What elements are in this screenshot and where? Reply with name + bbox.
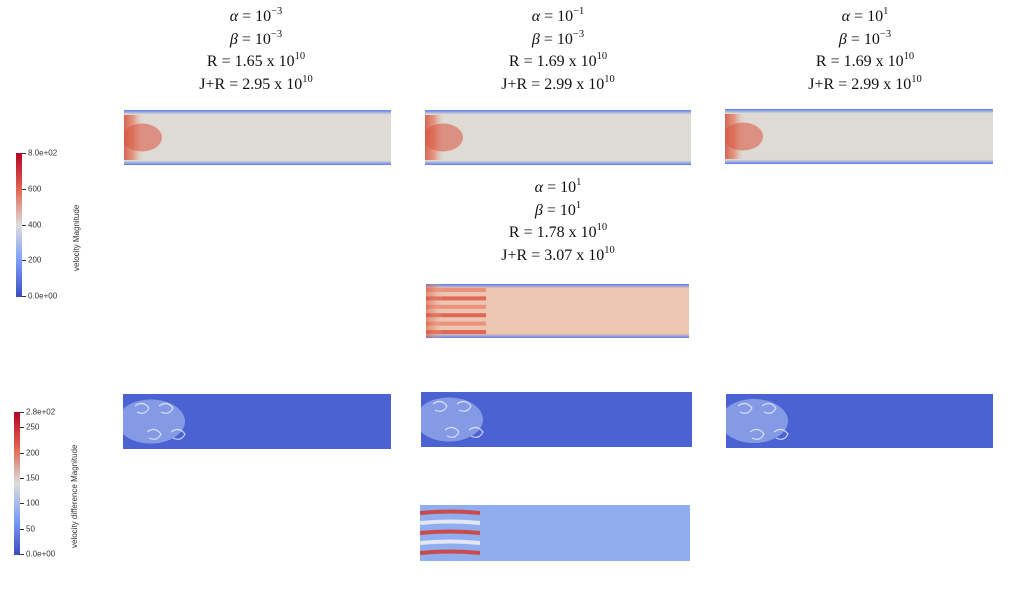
jet-core [425,123,463,152]
eddy [456,400,472,412]
jet-stripe [420,549,481,555]
eddy [146,428,162,440]
alpha-line: α = 10−1 [531,6,585,25]
difference-colorbar-tick-label: 2.8e+02 [26,407,56,417]
jet-core [725,122,763,151]
velocity-colorbar: 8.0e+02 600 400 200 0.0e+00 velocity Magnitu… [16,149,86,301]
jr-line: J+R = 2.99 x 1010 [808,73,922,93]
difference-panel-4 [420,505,690,561]
difference-panel-2 [421,392,692,447]
eddy [432,400,448,412]
difference-colorbar-tick [20,529,24,530]
difference-colorbar-tick-label: 150 [26,473,40,483]
jet-stripe [420,519,481,525]
turbulence-region [421,397,483,442]
jr-line: J+R = 3.07 x 1010 [501,244,615,264]
velocity-panel-2 [425,110,691,165]
difference-colorbar-tick [20,503,24,504]
beta-line: β = 10−3 [531,28,585,48]
difference-colorbar-title: velocity difference Magnitude [70,444,79,548]
difference-panel-3 [726,394,993,448]
velocity-colorbar-tick [22,189,26,190]
beta-line: β = 101 [534,199,582,219]
difference-colorbar-tick [20,453,24,454]
param-label-2: α = 10−1 β = 10−3 R = 1.69 x 1010 J+R = … [458,6,658,96]
velocity-colorbar-tick-label: 400 [28,220,42,230]
inlet-region [426,284,496,338]
difference-colorbar-tick-label: 200 [26,448,40,458]
velocity-colorbar-tick-label: 8.0e+02 [28,148,58,158]
r-line: R = 1.69 x 1010 [815,51,915,70]
eddy [158,402,174,414]
turbulence-region [726,399,788,443]
alpha-line: α = 101 [534,177,582,196]
velocity-colorbar-tick-label: 0.0e+00 [28,291,58,301]
alpha-line: α = 10−3 [229,6,283,25]
velocity-colorbar-tick-label: 200 [28,255,42,265]
beta-line: β = 10−3 [838,28,892,48]
jet-stripe [420,529,481,535]
difference-colorbar-tick [20,478,24,479]
jet-core [124,123,162,152]
difference-colorbar-tick-label: 100 [26,498,40,508]
velocity-colorbar-tick [22,153,26,154]
eddy [761,402,777,414]
beta-line: β = 10−3 [229,28,283,48]
velocity-colorbar-title: velocity Magnitude [72,204,81,271]
velocity-colorbar-tick-label: 600 [28,184,42,194]
eddy [444,426,460,438]
difference-colorbar-tick [20,427,24,428]
eddy [749,428,765,440]
jr-line: J+R = 2.99 x 1010 [501,73,615,93]
turbulence-region [123,399,185,444]
eddy [468,426,484,438]
eddy [170,428,186,440]
velocity-colorbar-tick [22,260,26,261]
velocity-colorbar-tick [22,225,26,226]
difference-colorbar-tick [20,412,24,413]
eddy [134,402,150,414]
param-label-4: α = 101 β = 101 R = 1.78 x 1010 J+R = 3.… [458,177,658,267]
velocity-panel-4 [426,284,689,338]
difference-colorbar-tick-label: 0.0e+00 [26,549,56,559]
jet-stripe [420,509,481,515]
velocity-colorbar-tick [22,296,26,297]
velocity-panel-3 [725,109,993,164]
difference-colorbar: 2.8e+02 250 200 150 100 50 0.0e+00 velocity di… [14,408,84,559]
param-label-3: α = 101 β = 10−3 R = 1.69 x 1010 J+R = 2… [765,6,965,96]
difference-colorbar-tick-label: 50 [26,524,35,534]
r-line: R = 1.65 x 1010 [206,51,306,70]
jr-line: J+R = 2.95 x 1010 [199,73,313,93]
r-line: R = 1.78 x 1010 [508,222,608,241]
param-label-1: α = 10−3 β = 10−3 R = 1.65 x 1010 J+R = … [156,6,356,96]
alpha-line: α = 101 [841,6,889,25]
difference-colorbar-tick-label: 250 [26,422,40,432]
velocity-colorbar-gradient [16,153,22,297]
eddy [737,402,753,414]
velocity-panel-1 [124,110,391,165]
difference-colorbar-tick [20,554,24,555]
r-line: R = 1.69 x 1010 [508,51,608,70]
difference-colorbar-gradient [14,412,20,555]
difference-panel-1 [123,394,391,449]
jet-stripe [420,539,481,545]
eddy [773,428,789,440]
